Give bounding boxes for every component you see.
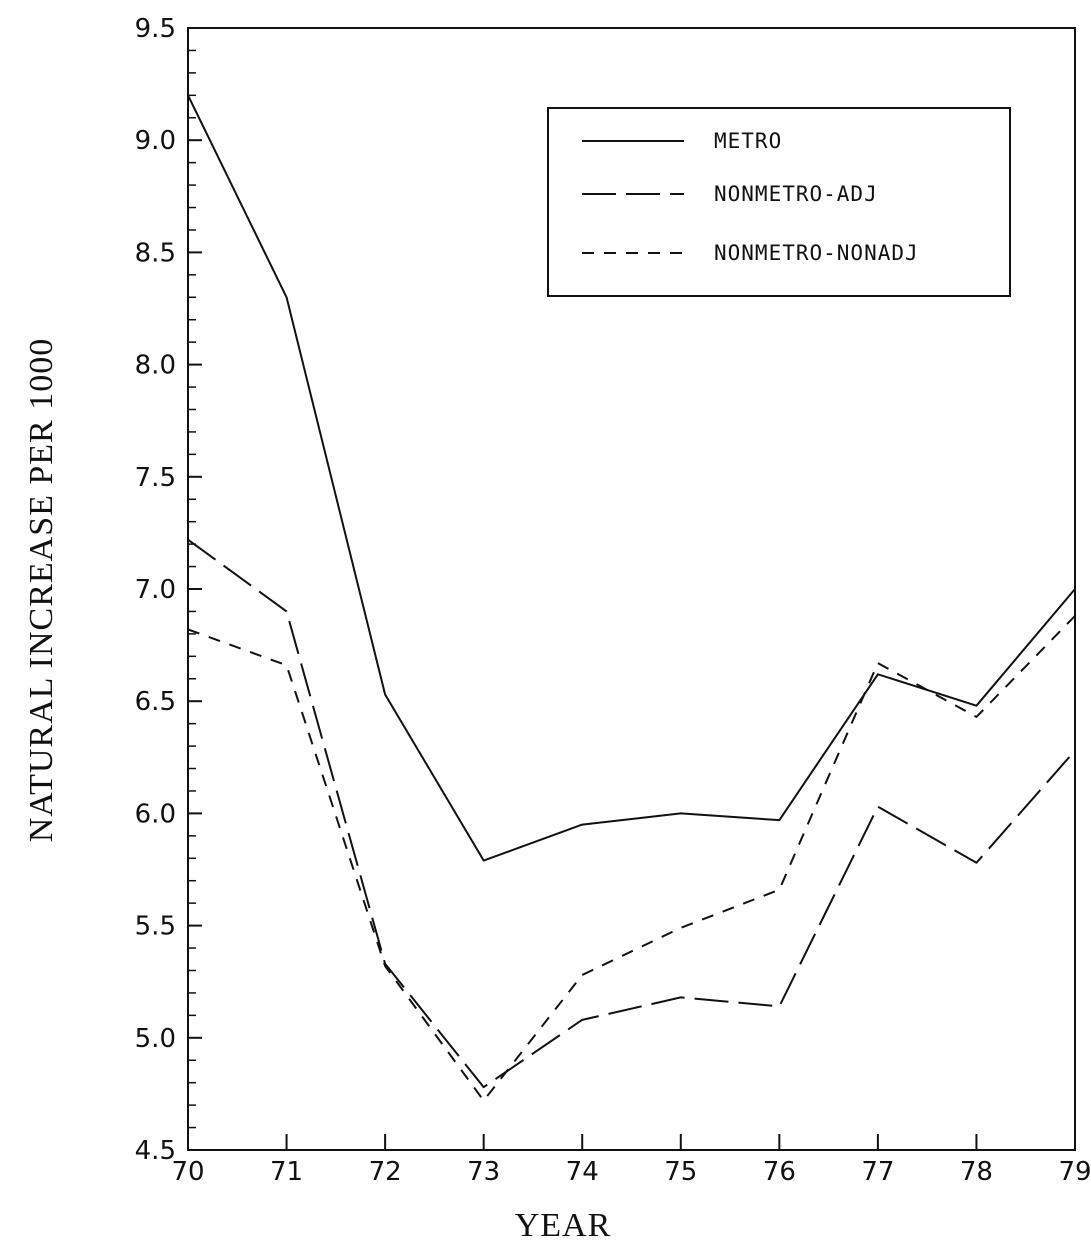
y-tick-label: 6.5 [135, 687, 176, 717]
series-line-metro [187, 94, 1076, 862]
y-tick-label: 9.5 [135, 14, 176, 44]
x-tick-label: 75 [664, 1157, 697, 1187]
legend-label-nonmetro-nonadj: NONMETRO-NONADJ [714, 241, 919, 265]
y-axis: 4.5 5.0 5.5 6.0 6.5 7.0 7.5 8.0 8.5 9.0 9.5 [135, 14, 202, 1166]
legend-label-nonmetro-adj: NONMETRO-ADJ [714, 182, 878, 206]
y-tick-label: 6.0 [135, 799, 176, 829]
y-tick-label: 9.0 [135, 126, 176, 156]
series-line-nonmetro-nonadj [187, 615, 1076, 1102]
y-tick-label: 7.0 [135, 575, 176, 605]
x-tick-label: 71 [270, 1157, 303, 1187]
x-tick-label: 76 [763, 1157, 796, 1187]
y-tick-label: 4.5 [135, 1136, 176, 1166]
y-tick-label: 8.0 [135, 351, 176, 381]
x-tick-label: 73 [467, 1157, 500, 1187]
x-axis-title: YEAR [515, 1207, 612, 1244]
y-axis-title: NATURAL INCREASE PER 1000 [23, 338, 60, 843]
y-tick-label: 5.0 [135, 1024, 176, 1054]
legend: METRO NONMETRO-ADJ NONMETRO-NONADJ [547, 107, 1011, 297]
x-tick-label: 74 [566, 1157, 599, 1187]
x-axis: 70 71 72 73 74 75 76 77 78 79 [171, 1134, 1091, 1187]
y-tick-label: 8.5 [135, 238, 176, 268]
series-lines [187, 94, 1076, 1102]
y-tick-label: 7.5 [135, 463, 176, 493]
legend-label-metro: METRO [714, 129, 782, 153]
series-line-nonmetro-adj [187, 538, 1076, 1089]
y-tick-label: 5.5 [135, 912, 176, 942]
x-tick-label: 70 [171, 1157, 204, 1187]
x-tick-label: 77 [861, 1157, 894, 1187]
legend-box [547, 107, 1011, 297]
x-tick-label: 72 [369, 1157, 402, 1187]
x-tick-label: 78 [960, 1157, 993, 1187]
x-tick-label: 79 [1058, 1157, 1091, 1187]
